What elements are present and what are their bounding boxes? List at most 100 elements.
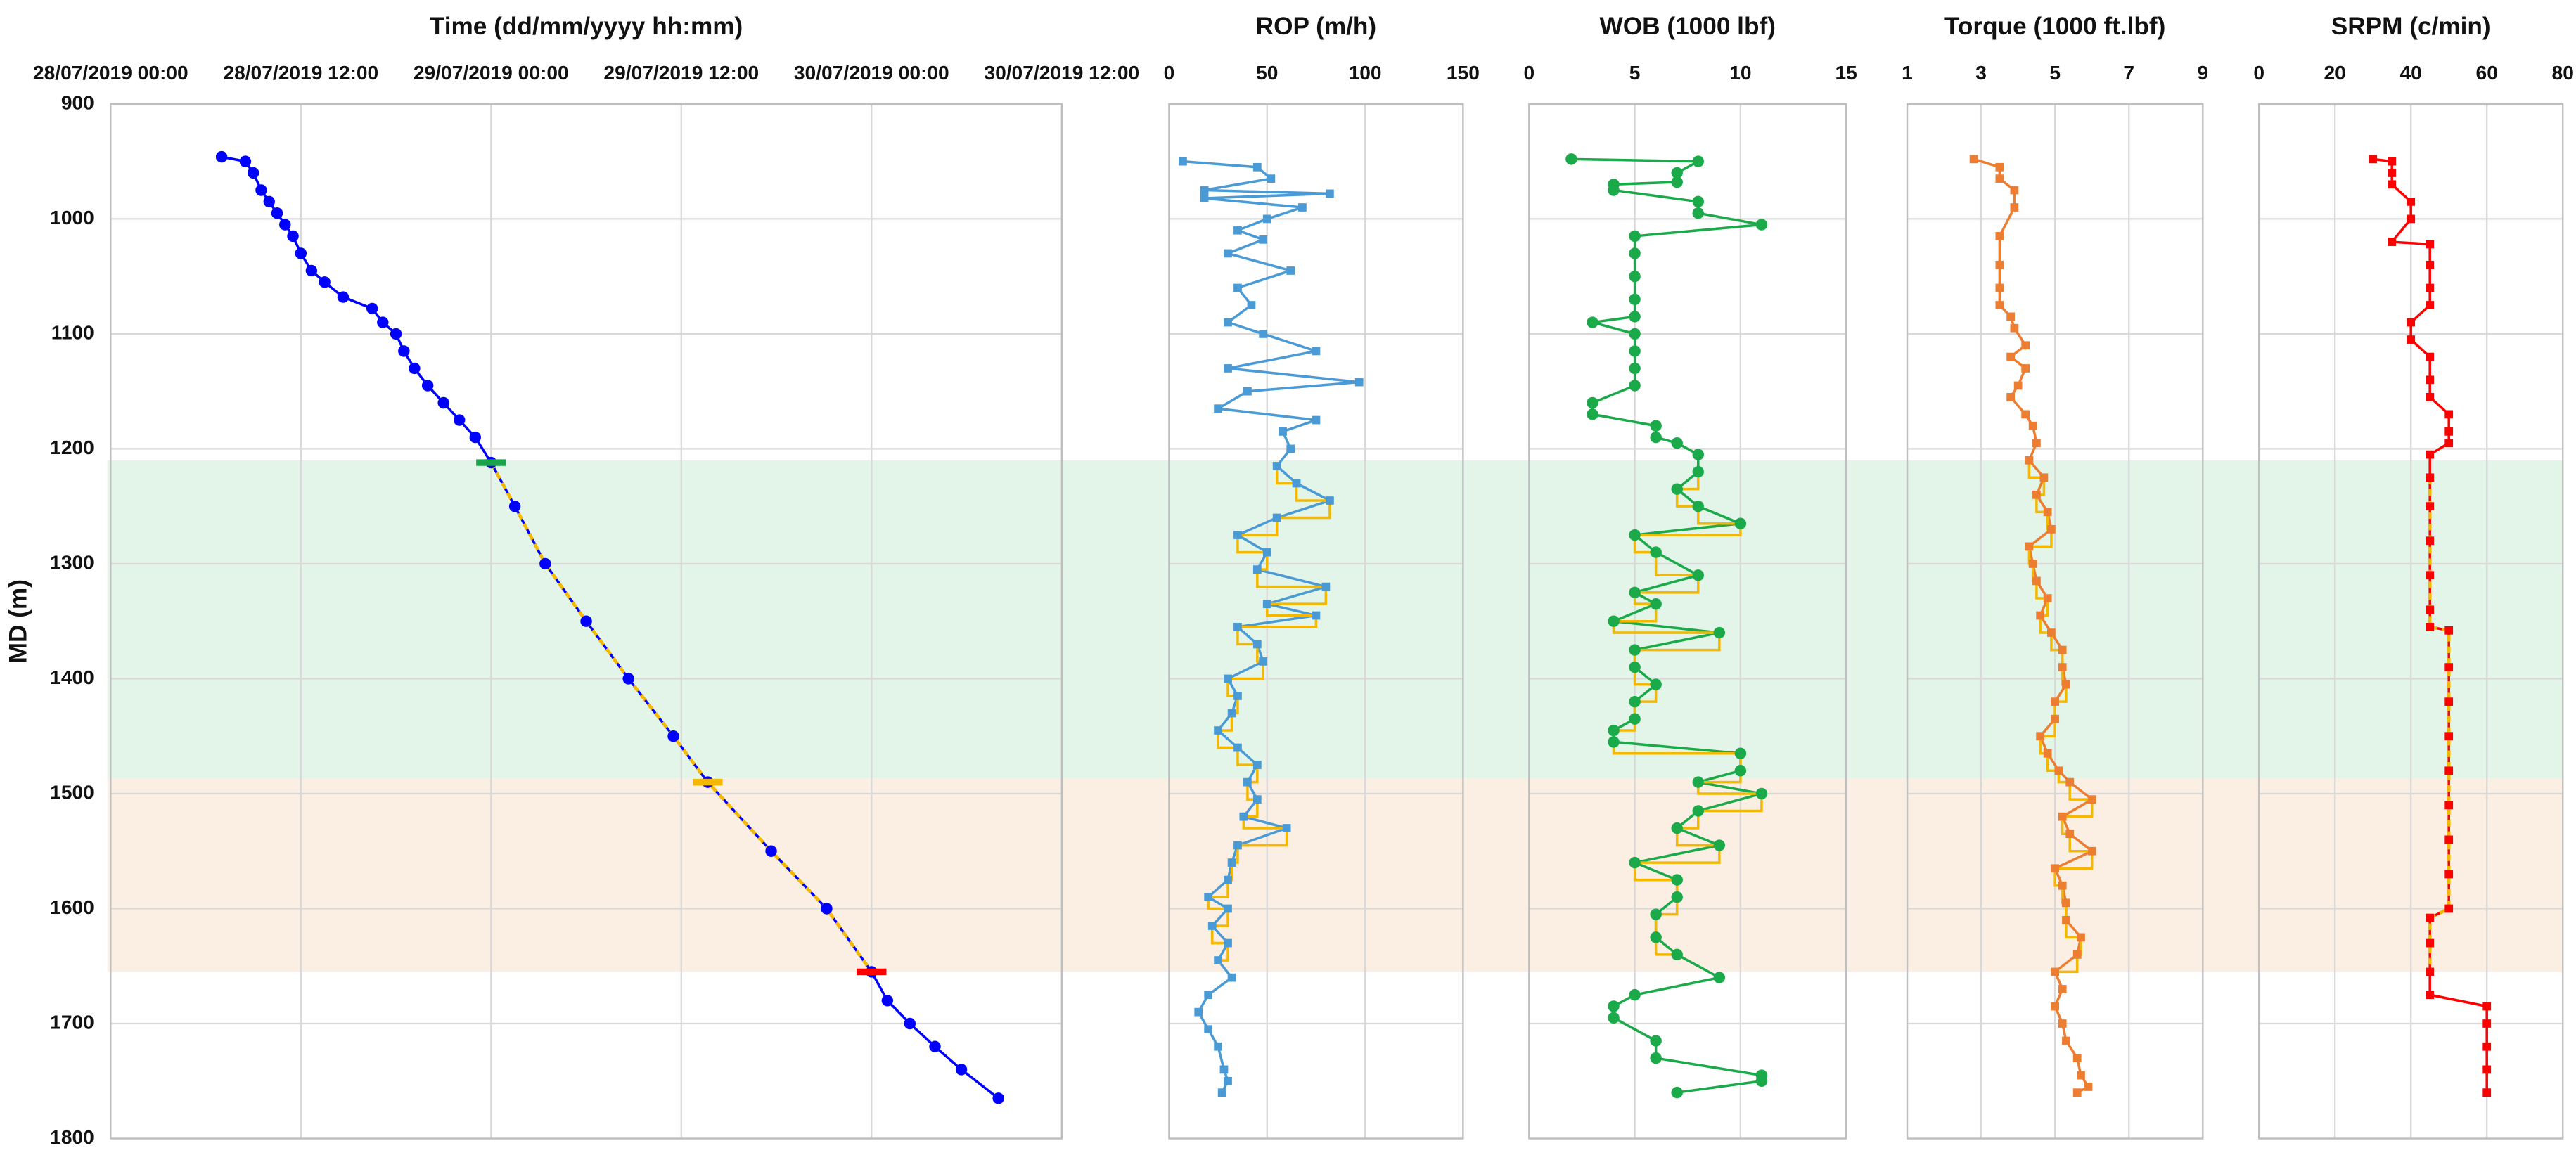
data-point — [2062, 680, 2070, 689]
data-point — [580, 615, 592, 627]
data-point — [1262, 548, 1271, 557]
data-point — [2444, 732, 2454, 741]
data-point — [2426, 301, 2435, 309]
data-point — [1692, 569, 1704, 581]
data-point — [2444, 427, 2454, 436]
data-point — [390, 328, 402, 340]
data-point — [2021, 364, 2030, 373]
data-point — [1565, 153, 1577, 165]
data-point — [1671, 176, 1683, 188]
data-point — [1292, 479, 1301, 488]
data-point — [2058, 985, 2067, 993]
data-point — [1629, 713, 1641, 725]
x-tick-label: 0 — [1164, 61, 1175, 84]
data-point — [1629, 586, 1641, 599]
data-point — [1267, 174, 1276, 183]
data-point — [2072, 950, 2082, 959]
data-point — [1671, 437, 1683, 449]
data-point — [2077, 933, 2085, 942]
x-tick-label: 30/07/2019 00:00 — [794, 61, 949, 84]
data-point — [2444, 626, 2454, 635]
data-point — [1252, 565, 1262, 574]
data-point — [1608, 184, 1620, 196]
data-point — [1692, 195, 1704, 208]
data-point — [2054, 766, 2063, 775]
data-point — [1214, 956, 1222, 964]
data-point — [821, 903, 833, 915]
data-point — [2388, 169, 2397, 177]
data-point — [1204, 1025, 1213, 1034]
data-point — [271, 207, 283, 219]
data-point — [539, 557, 551, 570]
y-tick-label: 1300 — [50, 550, 94, 573]
data-point — [2426, 913, 2435, 922]
data-point — [1224, 938, 1232, 948]
data-point — [1252, 640, 1262, 649]
data-point — [279, 219, 291, 231]
data-point — [1995, 174, 2004, 183]
data-point — [2444, 870, 2454, 879]
y-tick-label: 900 — [61, 91, 94, 113]
data-point — [2028, 560, 2037, 568]
data-point — [1995, 283, 2004, 292]
data-point — [2426, 623, 2435, 631]
data-point — [2482, 1065, 2492, 1074]
data-point — [1650, 431, 1662, 444]
data-point — [2058, 881, 2067, 890]
data-point — [1629, 644, 1641, 656]
data-point — [1629, 270, 1641, 283]
data-point — [2032, 439, 2041, 448]
data-point — [1969, 155, 1978, 164]
data-point — [1608, 724, 1620, 737]
data-point — [2444, 697, 2454, 706]
y-tick-label: 1400 — [50, 666, 94, 688]
data-point — [2065, 777, 2075, 787]
data-point — [2058, 1019, 2067, 1028]
data-point — [2084, 1083, 2093, 1091]
data-point — [1214, 404, 1222, 413]
data-point — [398, 345, 410, 357]
data-point — [2051, 697, 2060, 706]
data-point — [1312, 347, 1321, 356]
data-point — [508, 500, 521, 512]
data-point — [2062, 1036, 2070, 1045]
panel-title: Time (dd/mm/yyyy hh:mm) — [430, 13, 743, 40]
data-point — [1692, 500, 1704, 512]
data-point — [2426, 967, 2435, 976]
data-point — [955, 1064, 968, 1076]
data-point — [1629, 988, 1641, 1001]
data-point — [904, 1017, 916, 1030]
data-point — [1671, 483, 1683, 495]
data-point — [2036, 611, 2045, 620]
data-point — [1671, 874, 1683, 886]
data-point — [1262, 600, 1271, 609]
data-point — [1650, 1052, 1662, 1064]
data-point — [1671, 948, 1683, 961]
x-tick-label: 30/07/2019 12:00 — [984, 61, 1139, 84]
data-point — [2426, 502, 2435, 511]
data-point — [2006, 312, 2016, 321]
data-point — [2087, 795, 2096, 804]
data-point — [1272, 513, 1281, 522]
data-point — [2426, 375, 2435, 385]
data-point — [622, 673, 634, 685]
plot-frame — [1528, 103, 1847, 1140]
data-point — [2043, 508, 2052, 517]
data-point — [1587, 316, 1598, 328]
data-point — [2010, 323, 2019, 333]
data-point — [1259, 657, 1268, 666]
data-point — [1629, 293, 1641, 306]
data-point — [1650, 931, 1662, 943]
data-point — [2482, 1002, 2492, 1011]
data-point — [2407, 318, 2416, 327]
data-point — [2021, 341, 2030, 350]
data-point — [1262, 214, 1271, 224]
data-point — [1587, 408, 1598, 420]
data-point — [366, 302, 378, 315]
data-point — [2369, 155, 2378, 164]
data-point — [1692, 776, 1704, 788]
zone-band — [107, 460, 2563, 779]
x-tick-label: 28/07/2019 00:00 — [33, 61, 188, 84]
data-point — [1629, 311, 1641, 323]
